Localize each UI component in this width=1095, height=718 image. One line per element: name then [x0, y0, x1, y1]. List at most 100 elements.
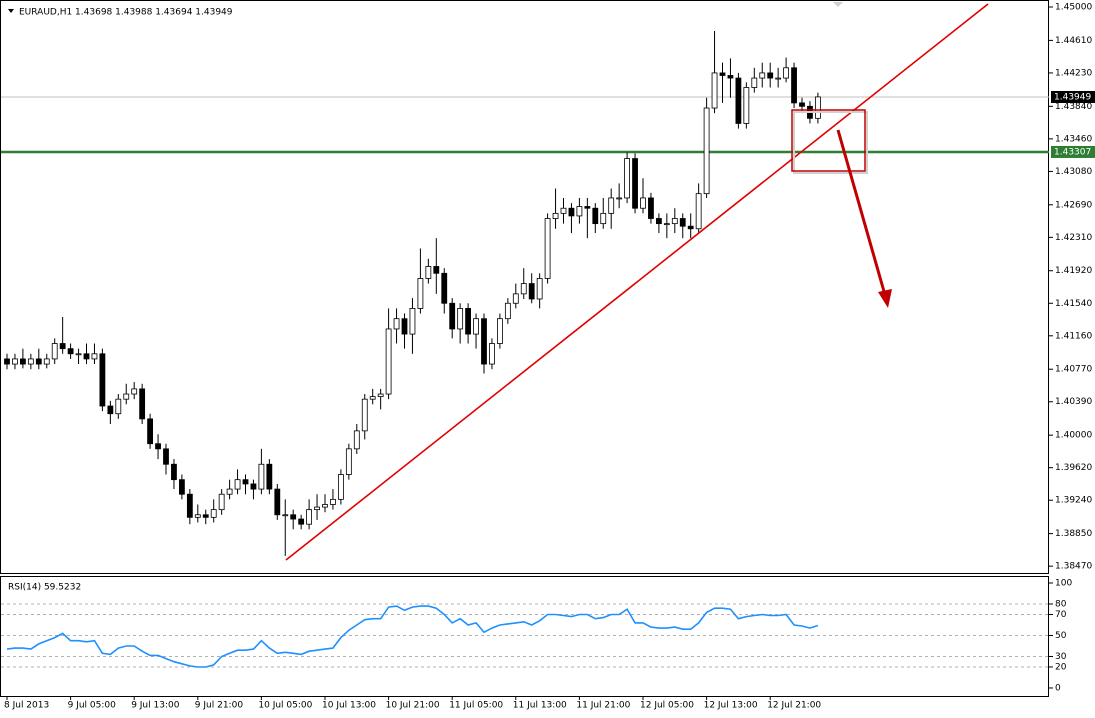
candle-body	[266, 463, 273, 490]
candle-body	[178, 479, 185, 495]
candle-body	[139, 388, 146, 420]
candle-body	[648, 197, 654, 219]
candle-body	[512, 293, 519, 304]
candle-body	[616, 197, 623, 200]
y-tick-label: 1.43460	[1055, 134, 1092, 144]
candle-body	[282, 514, 289, 517]
y-tick-label: 1.39620	[1055, 463, 1092, 473]
shift-marker	[833, 2, 843, 7]
y-tick-label: 1.38850	[1055, 529, 1092, 539]
box-shadow	[793, 111, 868, 174]
y-tick-label: 1.43840	[1055, 102, 1092, 112]
candle-body	[401, 318, 408, 335]
candle-body	[409, 308, 416, 335]
y-tick-label: 1.42690	[1055, 200, 1092, 210]
y-tick-label: 50	[1055, 631, 1067, 641]
candle-body	[560, 207, 567, 214]
candle-body	[600, 212, 607, 225]
y-tick-label: 1.42310	[1055, 233, 1092, 243]
candle-body	[4, 358, 10, 365]
x-tick-label: 12 Jul 21:00	[767, 701, 821, 711]
candle-body	[473, 318, 479, 335]
candle-body	[377, 393, 384, 398]
candle-body	[552, 212, 559, 219]
y-tick-label: 1.41540	[1055, 299, 1092, 309]
candle-body	[202, 514, 209, 518]
candle-body	[43, 358, 50, 365]
candle-body	[783, 67, 789, 79]
y-tick-label: 1.40000	[1055, 431, 1092, 441]
candle-body	[242, 479, 249, 485]
y-tick-label: 1.41920	[1055, 266, 1092, 276]
rsi-header: RSI(14) 59.5232	[8, 583, 81, 593]
candle-body	[663, 223, 670, 226]
marks	[4, 30, 821, 668]
candle-body	[19, 358, 26, 365]
menu-triangle	[8, 9, 14, 13]
candle-body	[640, 197, 646, 209]
candle-body	[632, 158, 638, 209]
candle-body	[186, 493, 193, 518]
candle-body	[67, 348, 74, 355]
candle-body	[250, 483, 257, 490]
candle-body	[91, 353, 98, 360]
candle-body	[815, 96, 821, 119]
candle-body	[298, 518, 305, 525]
candle-body	[337, 474, 344, 500]
candle-body	[425, 266, 432, 279]
candle-body	[12, 358, 18, 365]
candle-body	[155, 443, 161, 450]
price-label: 1.43307	[1054, 147, 1091, 157]
candle-body	[123, 393, 130, 400]
candle-body	[759, 72, 766, 79]
x-tick-label: 11 Jul 13:00	[513, 701, 567, 711]
candle-body	[727, 75, 734, 79]
candle-body	[115, 398, 122, 415]
candle-body	[147, 418, 154, 445]
y-tick-label: 1.44230	[1055, 68, 1092, 78]
y-tick-label: 100	[1055, 578, 1072, 588]
candle-body	[719, 72, 726, 76]
candle-body	[226, 488, 233, 495]
rsi-panel	[0, 576, 1049, 697]
price-label-bg	[1051, 90, 1095, 103]
candle-body	[417, 278, 424, 309]
x-tick-label: 8 Jul 2013	[4, 701, 49, 711]
candle-body	[703, 107, 710, 195]
price-header: EURAUD,H1 1.43698 1.43988 1.43694 1.4394…	[19, 8, 233, 18]
y-tick-label: 1.44610	[1055, 36, 1092, 46]
candle-body	[353, 430, 360, 450]
candle-body	[489, 343, 495, 365]
candle-body	[751, 77, 758, 88]
candle-body	[568, 207, 575, 217]
x-tick-label: 11 Jul 05:00	[449, 701, 503, 711]
candle-body	[711, 72, 718, 109]
candle-body	[27, 358, 34, 365]
candle-body	[449, 302, 456, 330]
candle-body	[496, 318, 503, 344]
candle-body	[131, 388, 138, 395]
candle-body	[481, 318, 487, 365]
candle-body	[799, 102, 805, 107]
x-tick-label: 11 Jul 21:00	[576, 701, 630, 711]
candle-body	[457, 308, 464, 330]
candle-body	[290, 514, 297, 520]
candle-body	[584, 206, 591, 209]
candle-body	[465, 308, 472, 335]
candle-body	[218, 493, 225, 511]
candle-body	[314, 506, 320, 511]
x-tick-label: 10 Jul 05:00	[258, 701, 312, 711]
candle-body	[791, 67, 797, 104]
y-tick-label: 1.39240	[1055, 496, 1092, 506]
candle-body	[775, 77, 782, 80]
candle-body	[234, 479, 241, 490]
candle-body	[393, 318, 400, 330]
candle-body	[608, 197, 615, 214]
candle-body	[536, 278, 543, 300]
y-tick-label: 1.40770	[1055, 365, 1092, 375]
arrow	[836, 129, 887, 296]
candle-body	[35, 358, 42, 365]
